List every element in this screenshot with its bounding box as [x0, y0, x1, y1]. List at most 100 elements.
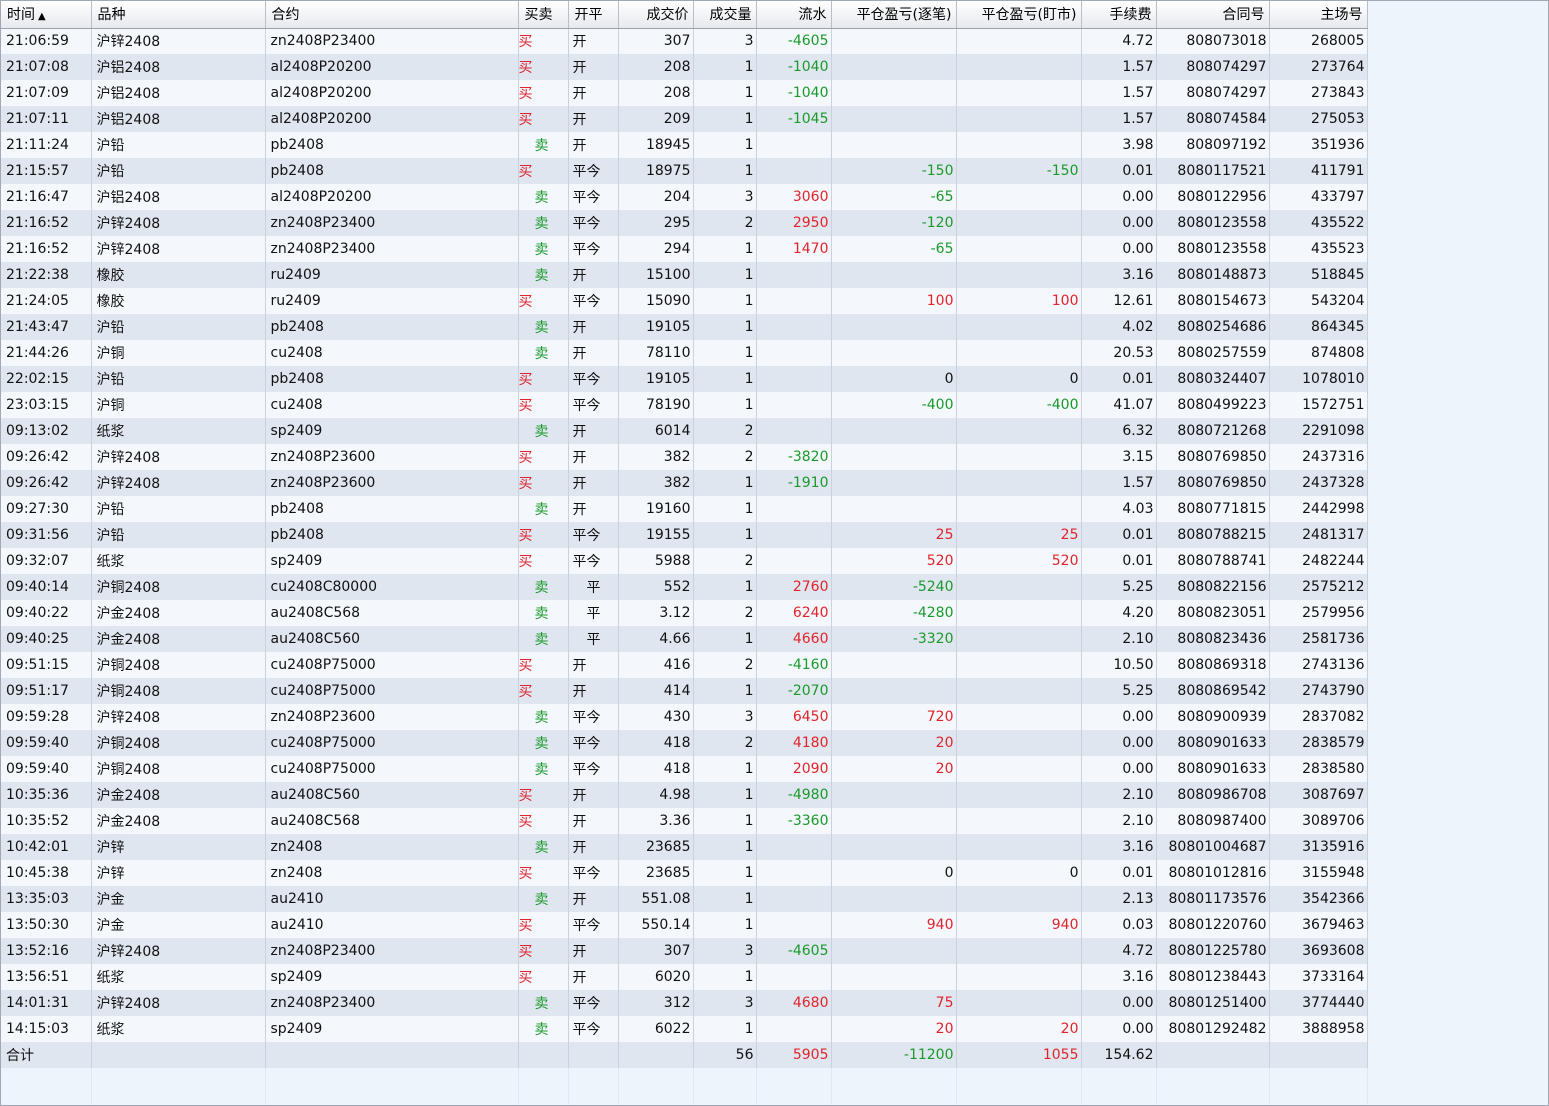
- cell-contract-no: 8080499223: [1156, 392, 1270, 418]
- cell-flow: -4980: [756, 782, 832, 808]
- table-row[interactable]: 09:13:02 纸浆 sp2409 卖 开 6014 2 6.32 8080721268 229…: [1, 418, 1368, 444]
- cell-contract-no: 8080721268: [1156, 418, 1270, 444]
- cell-product: 沪金: [91, 912, 266, 938]
- cell-contract-no: 8080123558: [1156, 236, 1270, 262]
- cell-qty: 1: [693, 54, 757, 80]
- open-close-label: 开: [572, 450, 587, 466]
- cell-fee: 3.16: [1081, 834, 1157, 860]
- table-row[interactable]: 10:45:38 沪锌 zn2408 买平今 23685 1 0 0 0.01 808010128…: [1, 860, 1368, 886]
- table-row[interactable]: 09:51:15 沪铜2408 cu2408P75000 买 开 416 2 -4160 10.…: [1, 652, 1368, 678]
- table-row[interactable]: 21:16:47 沪铝2408 al2408P20200 卖 平今 204 3 3060 -65…: [1, 184, 1368, 210]
- side-sell-label: 卖: [534, 580, 549, 596]
- table-row[interactable]: 13:35:03 沪金 au2410 卖 开 551.08 1 2.13 80801173576…: [1, 886, 1368, 912]
- table-row[interactable]: 09:40:14 沪铜2408 cu2408C80000 卖 平 552 1 2760 -524…: [1, 574, 1368, 600]
- table-row[interactable]: 21:16:52 沪锌2408 zn2408P23400 卖 平今 294 1 1470 -65…: [1, 236, 1368, 262]
- table-row[interactable]: 14:01:31 沪锌2408 zn2408P23400 卖 平今 312 3 4680 75 0…: [1, 990, 1368, 1016]
- table-row[interactable]: 09:32:07 纸浆 sp2409 买平今 5988 2 520 520 0.01 808078…: [1, 548, 1368, 574]
- table-row[interactable]: 21:43:47 沪铅 pb2408 卖 开 19105 1 4.02 8080254686 86…: [1, 314, 1368, 340]
- table-row[interactable]: 21:06:59 沪锌2408 zn2408P23400 买 开 307 3 -4605 4.7…: [1, 28, 1368, 54]
- table-row[interactable]: 09:59:28 沪锌2408 zn2408P23600 卖 平今 430 3 6450 720…: [1, 704, 1368, 730]
- table-row[interactable]: 13:52:16 沪锌2408 zn2408P23400 买 开 307 3 -4605 4.7…: [1, 938, 1368, 964]
- header-open-close[interactable]: 开平: [568, 1, 619, 29]
- table-row[interactable]: 21:44:26 沪铜 cu2408 卖 开 78110 1 20.53 8080257559 8…: [1, 340, 1368, 366]
- table-row[interactable]: 23:03:15 沪铜 cu2408 买平今 78190 1 -400 -400 41.07 80…: [1, 392, 1368, 418]
- side-buy-label: 买: [518, 788, 533, 804]
- cell-open-close: 开: [568, 54, 619, 80]
- table-row[interactable]: 21:22:38 橡胶 ru2409 卖 开 15100 1 3.16 8080148873 51…: [1, 262, 1368, 288]
- table-row[interactable]: 09:40:25 沪金2408 au2408C560 卖 平 4.66 1 4660 -3320…: [1, 626, 1368, 652]
- header-contract-no[interactable]: 合同号: [1156, 1, 1270, 29]
- cell-flow: -2070: [756, 678, 832, 704]
- table-row[interactable]: 09:59:40 沪铜2408 cu2408P75000 卖 平今 418 1 2090 20 0…: [1, 756, 1368, 782]
- header-contract[interactable]: 合约: [265, 1, 519, 29]
- table-row[interactable]: 09:26:42 沪锌2408 zn2408P23600 买 开 382 1 -1910 1.5…: [1, 470, 1368, 496]
- cell-open-close: 开: [568, 28, 619, 54]
- table-row[interactable]: 21:07:08 沪铝2408 al2408P20200 买 开 208 1 -1040 1.5…: [1, 54, 1368, 80]
- table-row[interactable]: 09:59:40 沪铜2408 cu2408P75000 卖 平今 418 2 4180 20 0…: [1, 730, 1368, 756]
- cell-contract: zn2408P23400: [265, 236, 519, 262]
- cell-flow: -4605: [756, 28, 832, 54]
- cell-contract-no: 8080257559: [1156, 340, 1270, 366]
- header-pnl-trade[interactable]: 平仓盈亏(逐笔): [831, 1, 957, 29]
- table-row[interactable]: 21:15:57 沪铅 pb2408 买平今 18975 1 -150 -150 0.01 808…: [1, 158, 1368, 184]
- header-exchange-no[interactable]: 主场号: [1269, 1, 1368, 29]
- table-row[interactable]: 21:07:11 沪铝2408 al2408P20200 买 开 209 1 -1045 1.5…: [1, 106, 1368, 132]
- table-row[interactable]: 09:26:42 沪锌2408 zn2408P23600 买 开 382 2 -3820 3.1…: [1, 444, 1368, 470]
- cell-pnl-trade: 75: [831, 990, 957, 1016]
- header-side[interactable]: 买卖: [518, 1, 569, 29]
- table-body: 21:06:59 沪锌2408 zn2408P23400 买开 307 3 -4605 4.7…: [1, 28, 1368, 1105]
- cell-fee: 0.03: [1081, 912, 1157, 938]
- header-fee[interactable]: 手续费: [1081, 1, 1157, 29]
- header-product[interactable]: 品种: [91, 1, 266, 29]
- table-row[interactable]: 09:27:30 沪铅 pb2408 卖 开 19160 1 4.03 8080771815 24…: [1, 496, 1368, 522]
- cell-open-close: 平今: [568, 860, 619, 886]
- cell-contract-no: 80801251400: [1156, 990, 1270, 1016]
- cell-pnl-mtm: -150: [956, 158, 1082, 184]
- cell-flow: [756, 860, 832, 886]
- cell-qty: 2: [693, 730, 757, 756]
- header-qty[interactable]: 成交量: [693, 1, 757, 29]
- table-row[interactable]: 09:31:56 沪铅 pb2408 买平今 19155 1 25 25 0.01 8080788…: [1, 522, 1368, 548]
- cell-flow: [756, 158, 832, 184]
- cell-fee: 2.13: [1081, 886, 1157, 912]
- table-row[interactable]: 10:35:52 沪金2408 au2408C568 买 开 3.36 1 -3360 2.10…: [1, 808, 1368, 834]
- cell-time: 09:27:30: [1, 496, 92, 522]
- cell-time: 21:07:08: [1, 54, 92, 80]
- cell-pnl-mtm: [956, 418, 1082, 444]
- table-row[interactable]: 10:42:01 沪锌 zn2408 卖 开 23685 1 3.16 80801004687 3…: [1, 834, 1368, 860]
- cell-flow: 4660: [756, 626, 832, 652]
- table-row[interactable]: 21:11:24 沪铅 pb2408 卖 开 18945 1 3.98 808097192 351…: [1, 132, 1368, 158]
- table-row[interactable]: 09:40:22 沪金2408 au2408C568 卖 平 3.12 2 6240 -4280…: [1, 600, 1368, 626]
- table-row[interactable]: 13:50:30 沪金 au2410 买平今 550.14 1 940 940 0.03 8080…: [1, 912, 1368, 938]
- open-close-label: 开: [572, 112, 587, 128]
- table-row[interactable]: 10:35:36 沪金2408 au2408C560 买 开 4.98 1 -4980 2.10…: [1, 782, 1368, 808]
- side-buy-label: 买: [518, 944, 533, 960]
- table-row[interactable]: 09:51:17 沪铜2408 cu2408P75000 买 开 414 1 -2070 5.2…: [1, 678, 1368, 704]
- header-price[interactable]: 成交价: [618, 1, 694, 29]
- side-sell-label: 卖: [534, 268, 549, 284]
- cell-fee: 41.07: [1081, 392, 1157, 418]
- cell-time: 10:42:01: [1, 834, 92, 860]
- cell-side: 买: [518, 470, 569, 496]
- cell-open-close: 平今: [568, 366, 619, 392]
- header-time[interactable]: 时间 ▲: [1, 1, 92, 29]
- cell-fee: 0.01: [1081, 366, 1157, 392]
- cell-pnl-trade: [831, 808, 957, 834]
- header-pnl-mtm[interactable]: 平仓盈亏(盯市): [956, 1, 1082, 29]
- cell-contract-no: 808097192: [1156, 132, 1270, 158]
- table-row[interactable]: 21:07:09 沪铝2408 al2408P20200 买 开 208 1 -1040 1.5…: [1, 80, 1368, 106]
- table-row[interactable]: 21:24:05 橡胶 ru2409 买平今 15090 1 100 100 12.61 8080…: [1, 288, 1368, 314]
- cell-price: 414: [618, 678, 694, 704]
- cell-pnl-trade: -65: [831, 236, 957, 262]
- header-flow[interactable]: 流水: [756, 1, 832, 29]
- cell-flow: 6240: [756, 600, 832, 626]
- table-row[interactable]: 14:15:03 纸浆 sp2409 卖平今 6022 1 20 20 0.00 80801292…: [1, 1016, 1368, 1042]
- table-row[interactable]: 13:56:51 纸浆 sp2409 买 开 6020 1 3.16 80801238443 37…: [1, 964, 1368, 990]
- table-row[interactable]: 22:02:15 沪铅 pb2408 买平今 19105 1 0 0 0.01 808032440…: [1, 366, 1368, 392]
- open-close-label: 开: [572, 840, 587, 856]
- cell-qty: 1: [693, 522, 757, 548]
- table-row[interactable]: 21:16:52 沪锌2408 zn2408P23400 卖 平今 295 2 2950 -12…: [1, 210, 1368, 236]
- cell-contract: zn2408P23600: [265, 470, 519, 496]
- cell-qty: 1: [693, 470, 757, 496]
- cell-open-close: 平: [568, 600, 619, 626]
